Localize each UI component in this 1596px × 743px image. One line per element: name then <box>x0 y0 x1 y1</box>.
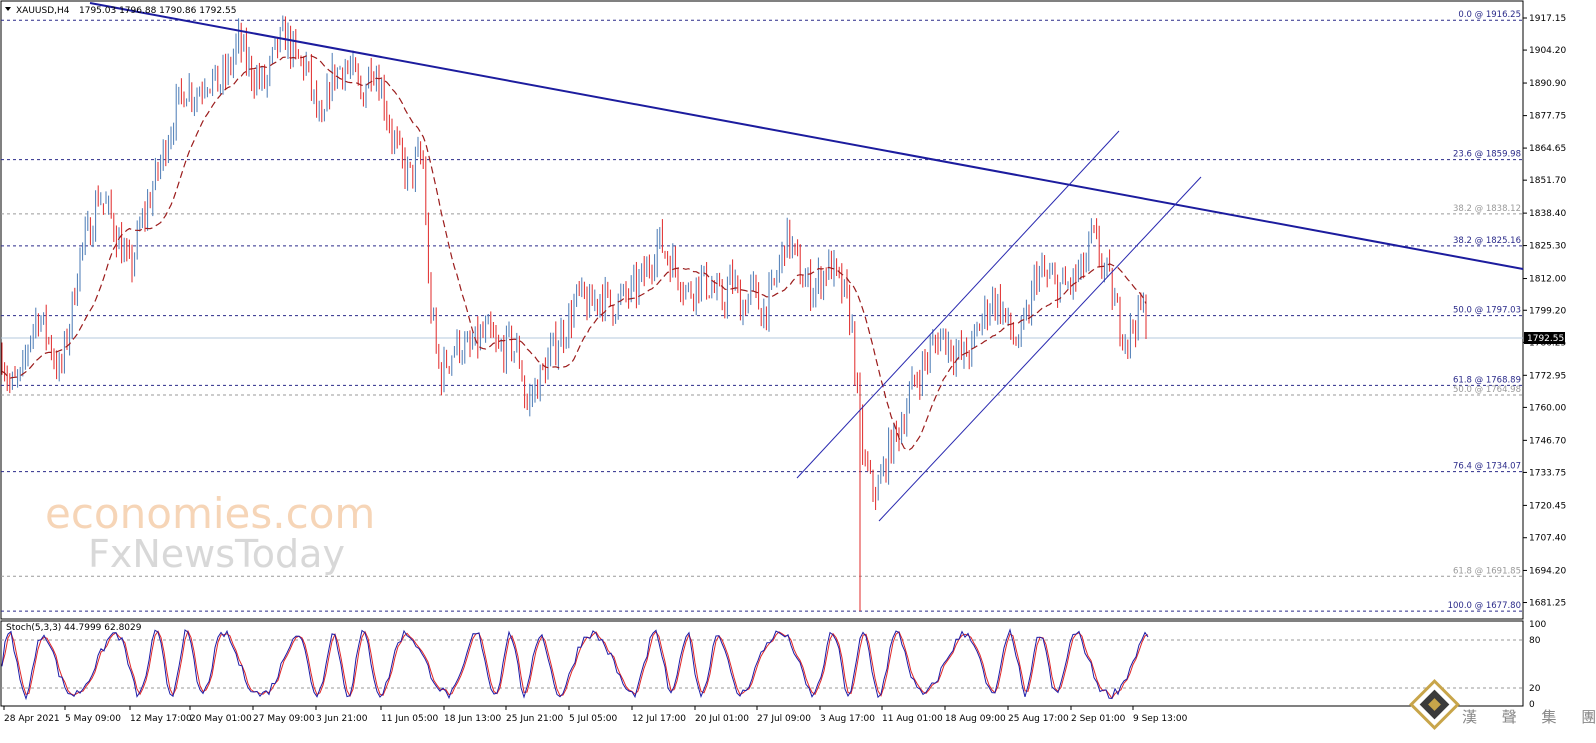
price-tick-label: 1864.65 <box>1529 144 1566 154</box>
price-tick-label: 1772.95 <box>1529 371 1566 381</box>
fib-label: 61.8 @ 1691.85 <box>1453 566 1521 576</box>
price-tick-label: 1694.20 <box>1529 566 1566 576</box>
price-tick-label: 1733.75 <box>1529 468 1566 478</box>
price-pane-frame <box>0 0 1524 620</box>
fib-label: 0.0 @ 1916.25 <box>1458 10 1521 20</box>
time-tick-label: 3 Aug 17:00 <box>820 714 875 724</box>
price-tick-label: 1890.90 <box>1529 79 1566 89</box>
stoch-axis-label: 80 <box>1529 636 1541 646</box>
stoch-main-line <box>1 628 1149 701</box>
price-tick-label: 1904.20 <box>1529 46 1566 56</box>
price-axis: 1917.15 1904.20 1890.90 1877.75 1864.65 1851.… <box>1523 14 1566 609</box>
stoch-axis-label: 20 <box>1529 684 1541 694</box>
downtrend-line[interactable] <box>89 2 1524 270</box>
moving-average-line <box>1 54 1147 451</box>
time-tick-label: 18 Aug 09:00 <box>945 714 1006 724</box>
fib-label: 38.2 @ 1838.12 <box>1453 204 1521 214</box>
fibonacci-levels: 0.0 @ 1916.25 23.6 @ 1859.98 38.2 @ 1838.1… <box>1 10 1523 612</box>
stoch-axis-label: 0 <box>1529 700 1535 710</box>
price-tick-label: 1812.00 <box>1529 275 1566 285</box>
stoch-label: Stoch(5,3,3) 44.7999 62.8029 <box>6 623 142 633</box>
price-tick-label: 1917.15 <box>1529 14 1566 24</box>
fib-label: 50.0 @ 1797.03 <box>1453 306 1521 316</box>
price-tick-label: 1877.75 <box>1529 112 1566 122</box>
time-tick-label: 27 May 09:00 <box>253 714 315 724</box>
fib-label: 23.6 @ 1859.98 <box>1453 150 1521 160</box>
fib-label: 61.8 @ 1768.89 <box>1453 375 1521 385</box>
fib-label: 76.4 @ 1734.07 <box>1453 462 1521 472</box>
channel-upper-line[interactable] <box>796 130 1120 479</box>
time-tick-label: 28 Apr 2021 <box>4 714 60 724</box>
price-tick-label: 1838.40 <box>1529 209 1566 219</box>
time-tick-label: 27 Jul 09:00 <box>757 714 811 724</box>
current-price-label: 1792.55 <box>1527 334 1564 344</box>
time-tick-label: 12 May 17:00 <box>130 714 192 724</box>
time-tick-label: 11 Aug 01:00 <box>882 714 943 724</box>
current-price-tag <box>1524 332 1565 344</box>
time-tick-label: 5 May 09:00 <box>65 714 121 724</box>
company-stamp-text: 漢 聲 集 團 <box>1462 708 1596 726</box>
time-tick-label: 20 May 01:00 <box>190 714 252 724</box>
fib-label: 38.2 @ 1825.16 <box>1453 236 1521 246</box>
company-logo <box>1409 679 1460 730</box>
time-tick-label: 25 Aug 17:00 <box>1008 714 1069 724</box>
symbol-label: XAUUSD,H4 <box>16 6 70 16</box>
time-tick-label: 2 Sep 01:00 <box>1071 714 1126 724</box>
candlestick-series <box>1 15 1147 612</box>
price-tick-label: 1707.40 <box>1529 534 1566 544</box>
watermark-fxnewstoday: FxNewsToday <box>88 532 345 576</box>
time-tick-label: 25 Jun 21:00 <box>506 714 563 724</box>
time-tick-label: 3 Jun 21:00 <box>316 714 368 724</box>
fib-label: 50.0 @ 1764.98 <box>1453 385 1521 395</box>
time-tick-label: 20 Jul 01:00 <box>695 714 749 724</box>
price-tick-label: 1681.25 <box>1529 599 1566 609</box>
price-tick-label: 1851.70 <box>1529 176 1566 186</box>
price-tick-label: 1799.20 <box>1529 306 1566 316</box>
fib-label: 100.0 @ 1677.80 <box>1448 601 1521 611</box>
time-tick-label: 18 Jun 13:00 <box>444 714 501 724</box>
stoch-signal-line <box>1 629 1149 700</box>
channel-lower-line[interactable] <box>878 176 1202 522</box>
ohlc-label: 1795.03 1796.88 1790.86 1792.55 <box>79 6 236 16</box>
stoch-pane-frame <box>0 620 1524 707</box>
stochastic-pane: 100 80 20 0 <box>1 620 1546 710</box>
stoch-axis-label: 100 <box>1529 620 1546 630</box>
price-tick-label: 1746.70 <box>1529 436 1566 446</box>
watermark-economies: economies.com <box>45 489 375 538</box>
price-tick-label: 1825.30 <box>1529 242 1566 252</box>
triangle-down-icon[interactable] <box>5 7 11 11</box>
time-tick-label: 11 Jun 05:00 <box>381 714 438 724</box>
price-tick-label: 1760.00 <box>1529 403 1566 413</box>
time-tick-label: 5 Jul 05:00 <box>569 714 618 724</box>
price-tick-label: 1720.45 <box>1529 501 1566 511</box>
time-tick-label: 9 Sep 13:00 <box>1133 714 1188 724</box>
time-tick-label: 12 Jul 17:00 <box>632 714 686 724</box>
